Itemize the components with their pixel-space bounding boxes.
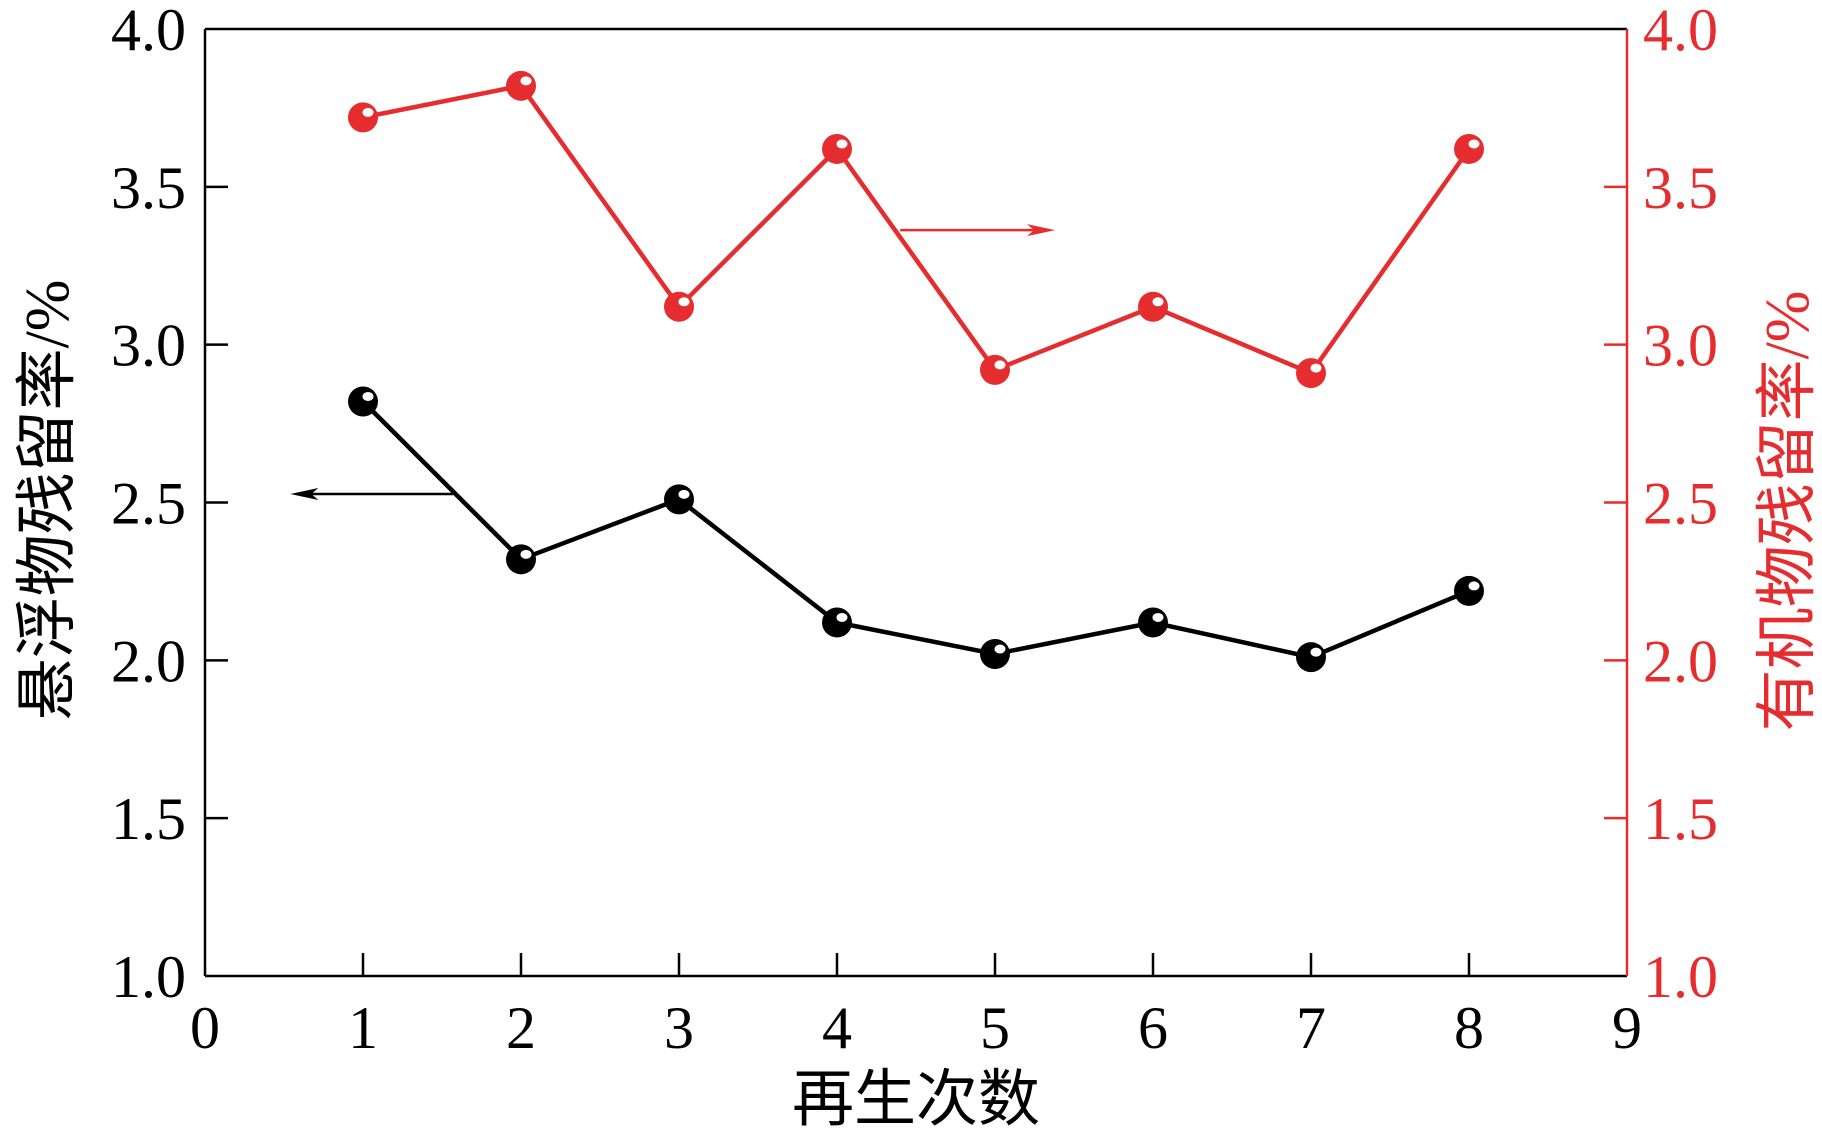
series-2-point-highlight — [836, 139, 848, 149]
series-1-point — [664, 484, 694, 515]
series-1-point — [1296, 642, 1326, 673]
x-axis-ticks: 0 1 2 3 4 5 6 7 8 9 — [190, 953, 1642, 1061]
series-2-point — [980, 354, 1010, 385]
x-tick-label: 0 — [190, 995, 220, 1061]
series-1-point — [506, 544, 536, 575]
right-y-tick-label: 4.0 — [1643, 0, 1718, 63]
series-1-arrow-head — [290, 487, 319, 500]
left-y-tick-label: 3.0 — [111, 313, 186, 379]
left-y-axis-title: 悬浮物残留率/% — [14, 280, 82, 721]
right-y-tick-label: 1.5 — [1643, 786, 1718, 852]
series-1-point-highlight — [1468, 581, 1480, 591]
x-tick-label: 9 — [1612, 995, 1642, 1061]
plot-frame — [203, 27, 1629, 978]
series-2-point — [1454, 133, 1484, 164]
series-1-point-highlight — [994, 644, 1006, 654]
series-1-line — [361, 399, 1470, 660]
x-tick-label: 8 — [1454, 995, 1484, 1061]
series-2-arrow-head — [1027, 224, 1056, 237]
left-y-tick-label: 2.5 — [111, 471, 186, 537]
series-1-point-highlight — [1152, 612, 1164, 622]
x-tick-label: 2 — [506, 995, 536, 1061]
x-tick-label: 6 — [1138, 995, 1168, 1061]
series-1-point — [980, 639, 1010, 670]
series-1-point-highlight — [520, 549, 532, 559]
right-y-axis-ticks: 1.0 1.5 2.0 2.5 3.0 3.5 4.0 — [1604, 0, 1718, 1010]
series-1-point — [1454, 575, 1484, 606]
series-2-point — [664, 291, 694, 322]
x-tick-label: 5 — [980, 995, 1010, 1061]
x-tick-label: 7 — [1296, 995, 1326, 1061]
series-2-point-highlight — [678, 297, 690, 307]
right-y-tick-label: 2.0 — [1643, 628, 1718, 694]
left-y-tick-label: 2.0 — [111, 628, 186, 694]
series-1-point-highlight — [836, 612, 848, 622]
series-2-point — [1296, 358, 1326, 389]
series-2-point-highlight — [1310, 363, 1322, 373]
right-y-tick-label: 1.0 — [1643, 944, 1718, 1010]
right-y-tick-label: 3.0 — [1643, 313, 1718, 379]
series-2-point — [348, 102, 378, 133]
series-2-point-highlight — [1468, 139, 1480, 149]
x-tick-label: 3 — [664, 995, 694, 1061]
series-2-point — [506, 70, 536, 101]
series-1-point — [1138, 607, 1168, 638]
series-2-point-highlight — [1152, 297, 1164, 307]
left-y-tick-label: 1.0 — [111, 944, 186, 1010]
series-2-point-highlight — [520, 76, 532, 86]
series-2-point-highlight — [362, 107, 374, 117]
right-y-tick-label: 2.5 — [1643, 471, 1718, 537]
series-2-point — [1138, 291, 1168, 322]
series-2-point — [822, 133, 852, 164]
x-axis-title: 再生次数 — [792, 1066, 1040, 1134]
series-1-point — [348, 386, 378, 417]
left-y-axis-ticks: 1.0 1.5 2.0 2.5 3.0 3.5 4.0 — [111, 0, 228, 1010]
right-y-axis-title: 有机物残留率/% — [1754, 291, 1822, 732]
axis-indicator-arrows — [290, 224, 1056, 500]
series-2-point-highlight — [994, 360, 1006, 370]
right-y-tick-label: 3.5 — [1643, 155, 1718, 221]
left-y-tick-label: 3.5 — [111, 155, 186, 221]
series-1-point-highlight — [678, 489, 690, 499]
left-y-tick-label: 4.0 — [111, 0, 186, 63]
series-layer — [348, 70, 1484, 673]
series-2-line — [362, 83, 1471, 376]
x-tick-label: 1 — [348, 995, 378, 1061]
series-1-point-highlight — [1310, 647, 1322, 657]
series-1-point — [822, 607, 852, 638]
x-tick-label: 4 — [822, 995, 852, 1061]
series-1-point-highlight — [362, 391, 374, 401]
left-y-tick-label: 1.5 — [111, 786, 186, 852]
